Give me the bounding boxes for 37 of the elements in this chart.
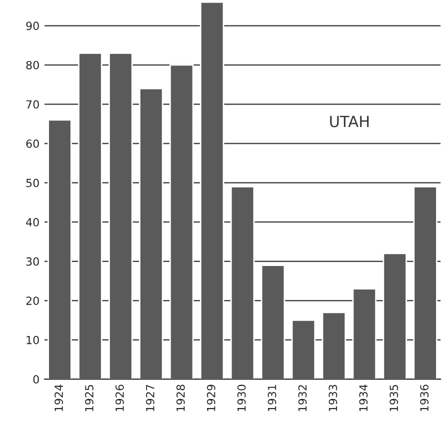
bar [352,288,377,380]
bar [260,264,286,380]
x-tick-label: 1932 [298,385,307,412]
x-tick-label: 1929 [206,384,216,412]
y-tick-label: 10 [26,336,39,344]
bar [413,186,438,380]
x-tick-label: 1934 [359,384,368,412]
x-tick-label: 1930 [237,384,246,412]
bar [108,52,133,380]
annotation: UTAH [330,116,369,128]
x-tick-label: 1931 [268,385,276,412]
x-tick-label: 1935 [390,384,398,412]
y-tick-label: 40 [26,218,39,226]
x-tick-label: 1936 [420,384,429,412]
y-tick-label: 60 [26,139,39,148]
y-tick-label: 90 [26,22,39,30]
bar [139,88,164,380]
y-tick-label: 70 [26,100,39,109]
bar [322,312,346,380]
bar [382,252,407,380]
x-tick-label: 1926 [115,384,124,412]
y-tick-label: 80 [26,60,39,70]
y-tick-label: 30 [26,257,39,266]
y-tick-label: 0 [33,375,39,384]
bar [200,2,224,380]
x-tick-label: 1924 [54,384,63,412]
bar [78,52,102,380]
x-tick-label: 1928 [176,384,185,412]
x-tick-label: 1933 [328,384,338,412]
bar [48,119,72,380]
x-tick-label: 1927 [146,384,154,412]
y-tick-label: 20 [26,296,39,305]
y-tick-label: 50 [26,178,39,188]
bar [291,320,316,380]
bar [169,64,194,380]
bar [230,186,255,380]
x-tick-label: 1925 [85,384,94,412]
